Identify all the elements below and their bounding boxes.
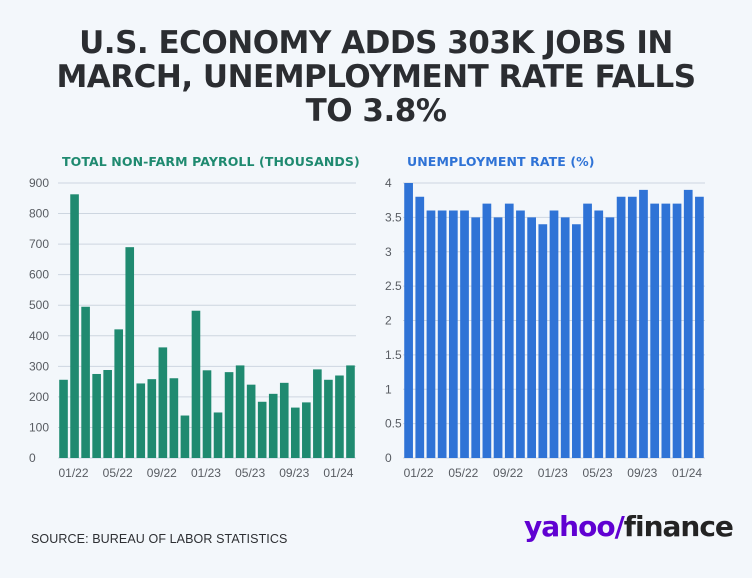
unemployment-bar [616, 196, 626, 458]
payroll-bar [302, 402, 311, 458]
logo-yahoo: yahoo [524, 510, 616, 543]
unemployment-x-tick-label: 09/23 [627, 466, 657, 480]
unemployment-x-tick-label: 05/23 [583, 466, 613, 480]
unemployment-chart-title: UNEMPLOYMENT RATE (%) [407, 154, 595, 169]
payroll-bar [224, 372, 234, 458]
payroll-bar [290, 407, 300, 458]
unemployment-bar [448, 210, 458, 458]
payroll-bar [346, 365, 355, 458]
payroll-y-tick-label: 500 [29, 298, 49, 312]
unemployment-bar [627, 196, 637, 458]
unemployment-bar [549, 210, 559, 458]
unemployment-x-tick-label: 01/22 [404, 466, 434, 480]
unemployment-bar [661, 203, 671, 458]
unemployment-bar [605, 217, 615, 458]
payroll-chart-title: TOTAL NON-FARM PAYROLL (THOUSANDS) [62, 154, 360, 169]
payroll-y-tick-label: 700 [29, 237, 49, 251]
unemployment-bar [437, 210, 447, 458]
payroll-bar [257, 401, 267, 458]
yahoo-finance-logo: yahoo/finance [524, 510, 734, 543]
unemployment-y-tick-label: 4 [385, 176, 392, 190]
payroll-x-tick-label: 09/23 [279, 466, 309, 480]
unemployment-x-tick-label: 01/23 [538, 466, 568, 480]
payroll-bar [169, 378, 179, 458]
unemployment-bar [460, 210, 469, 458]
unemployment-bar [639, 189, 648, 458]
unemployment-bar [493, 217, 503, 458]
headline: U.S. ECONOMY ADDS 303K JOBS IN MARCH, UN… [56, 25, 696, 129]
unemployment-bar [538, 224, 548, 458]
unemployment-bar [683, 189, 693, 458]
unemployment-y-tick-label: 1.5 [385, 348, 402, 362]
payroll-bar [70, 194, 79, 459]
payroll-bar [92, 373, 101, 458]
unemployment-y-tick-label: 3 [385, 245, 392, 259]
payroll-y-tick-label: 300 [29, 359, 49, 373]
unemployment-y-tick-label: 2 [385, 314, 392, 328]
unemployment-x-tick-label: 09/22 [493, 466, 523, 480]
payroll-bar [335, 375, 344, 458]
payroll-bar [114, 329, 124, 458]
payroll-bar [246, 384, 256, 458]
unemployment-bar [471, 217, 481, 458]
payroll-y-tick-label: 600 [29, 268, 49, 282]
payroll-bar [213, 412, 223, 458]
payroll-y-tick-label: 900 [29, 176, 49, 190]
payroll-bar [59, 379, 68, 458]
unemployment-y-tick-label: 0 [385, 451, 392, 465]
payroll-bar [125, 247, 135, 458]
payroll-bar [235, 365, 245, 458]
unemployment-bar [583, 203, 592, 458]
payroll-y-tick-label: 800 [29, 207, 49, 221]
payroll-x-tick-label: 05/23 [235, 466, 265, 480]
unemployment-bar [426, 210, 436, 458]
unemployment-x-tick-label: 05/22 [448, 466, 478, 480]
payroll-bar [202, 370, 212, 458]
payroll-bar [324, 379, 333, 458]
payroll-bar [313, 369, 322, 458]
unemployment-bar [404, 183, 413, 458]
payroll-bar [81, 306, 90, 458]
payroll-x-tick-label: 01/22 [59, 466, 89, 480]
unemployment-bar [672, 203, 682, 458]
unemployment-bar [415, 196, 425, 458]
payroll-bar [158, 347, 168, 458]
payroll-x-tick-label: 05/22 [103, 466, 133, 480]
logo-finance: finance [623, 510, 734, 543]
unemployment-y-tick-label: 0.5 [385, 417, 402, 431]
unemployment-bar [527, 217, 536, 458]
unemployment-bar [695, 196, 704, 458]
payroll-bar [191, 310, 201, 458]
unemployment-bar [572, 224, 581, 458]
unemployment-y-tick-label: 2.5 [385, 279, 402, 293]
unemployment-bar [594, 210, 604, 458]
payroll-bar [279, 382, 289, 458]
unemployment-y-tick-label: 1 [385, 382, 392, 396]
payroll-bar [136, 383, 146, 458]
payroll-x-tick-label: 09/22 [147, 466, 177, 480]
unemployment-bar [650, 203, 660, 458]
unemployment-x-tick-label: 01/24 [672, 466, 702, 480]
payroll-bar [103, 370, 112, 458]
logo-slash: / [614, 510, 625, 543]
payroll-x-tick-label: 01/23 [191, 466, 221, 480]
source-note: SOURCE: BUREAU OF LABOR STATISTICS [31, 532, 288, 546]
unemployment-bar [482, 203, 492, 458]
payroll-bar [180, 415, 190, 458]
payroll-y-tick-label: 100 [29, 420, 49, 434]
payroll-x-tick-label: 01/24 [323, 466, 353, 480]
unemployment-bar [560, 217, 570, 458]
payroll-bar [147, 379, 157, 458]
unemployment-bar [516, 210, 525, 458]
payroll-y-tick-label: 0 [29, 451, 36, 465]
payroll-bar [268, 393, 278, 458]
payroll-y-tick-label: 200 [29, 390, 49, 404]
payroll-y-tick-label: 400 [29, 329, 49, 343]
unemployment-y-tick-label: 3.5 [385, 210, 402, 224]
unemployment-bar [504, 203, 514, 458]
